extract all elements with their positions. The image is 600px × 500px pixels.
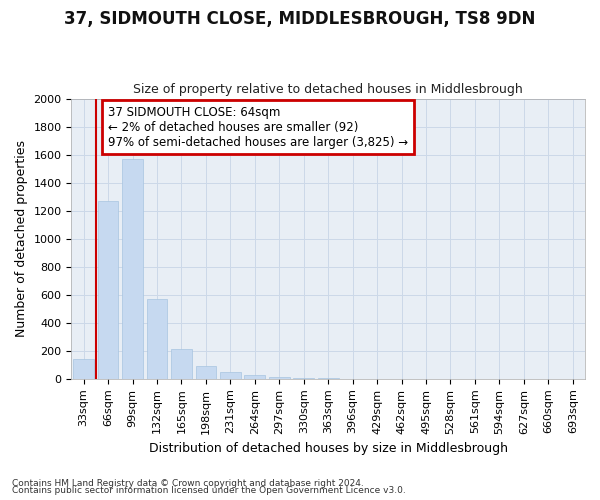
Y-axis label: Number of detached properties: Number of detached properties [15, 140, 28, 337]
Bar [196, 366, 217, 379]
Bar [146, 299, 167, 379]
Text: 37 SIDMOUTH CLOSE: 64sqm
← 2% of detached houses are smaller (92)
97% of semi-de: 37 SIDMOUTH CLOSE: 64sqm ← 2% of detache… [108, 106, 408, 148]
Bar [122, 159, 143, 379]
Text: Contains public sector information licensed under the Open Government Licence v3: Contains public sector information licen… [12, 486, 406, 495]
Bar [244, 374, 265, 379]
Bar [171, 348, 192, 379]
Bar [293, 378, 314, 379]
Text: Contains HM Land Registry data © Crown copyright and database right 2024.: Contains HM Land Registry data © Crown c… [12, 478, 364, 488]
Text: 37, SIDMOUTH CLOSE, MIDDLESBROUGH, TS8 9DN: 37, SIDMOUTH CLOSE, MIDDLESBROUGH, TS8 9… [64, 10, 536, 28]
Bar [269, 376, 290, 379]
Bar [98, 201, 118, 379]
Bar [220, 372, 241, 379]
Title: Size of property relative to detached houses in Middlesbrough: Size of property relative to detached ho… [133, 83, 523, 96]
Bar [73, 359, 94, 379]
X-axis label: Distribution of detached houses by size in Middlesbrough: Distribution of detached houses by size … [149, 442, 508, 455]
